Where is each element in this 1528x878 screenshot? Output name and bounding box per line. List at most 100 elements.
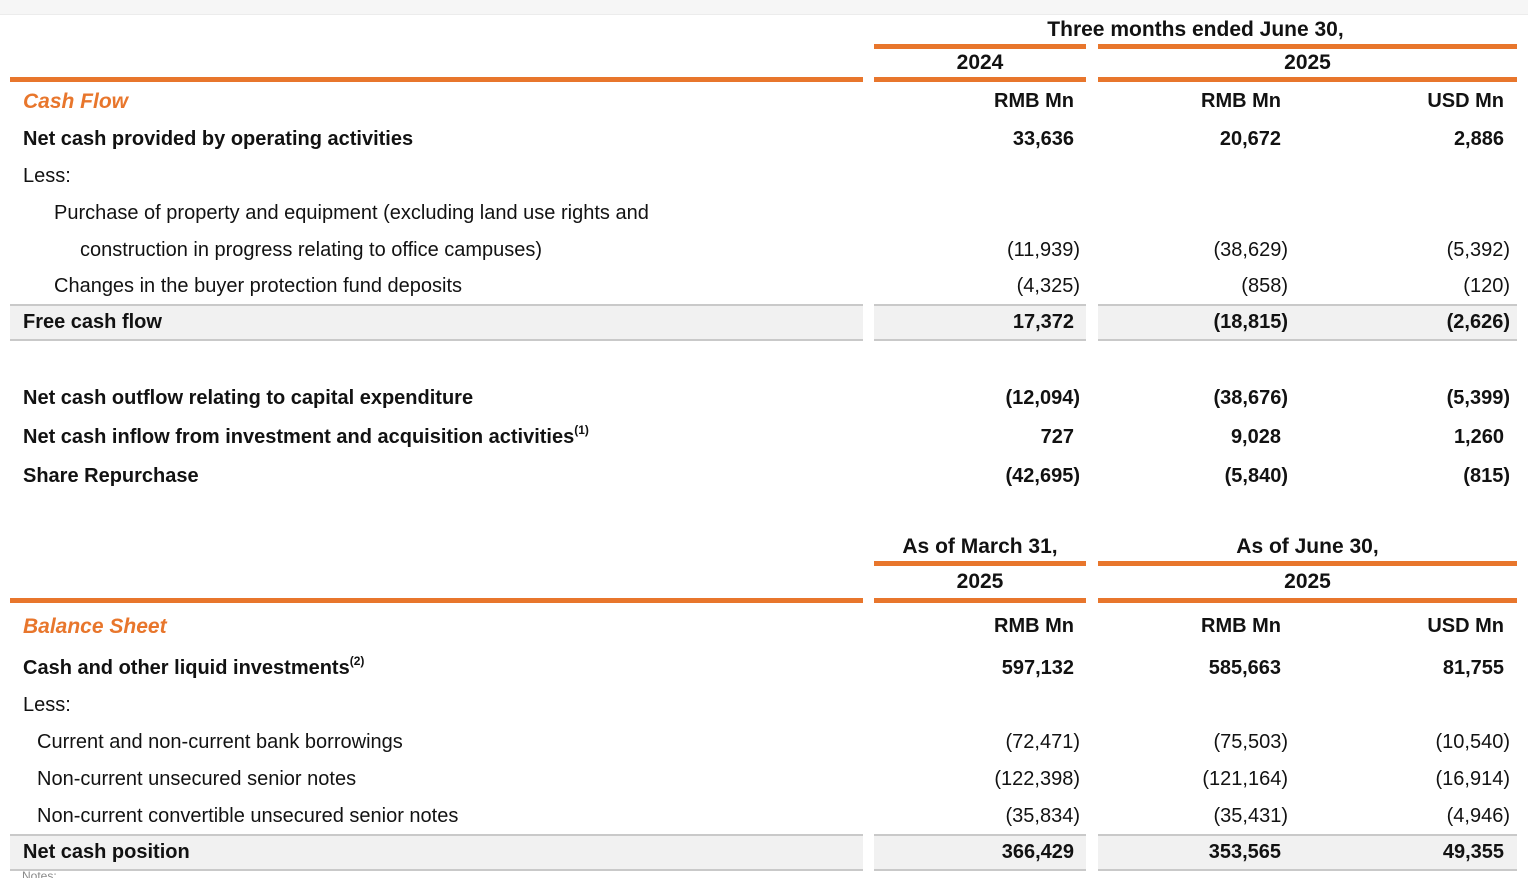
orange-rule-segment <box>1098 598 1517 603</box>
row-label: Less: <box>23 694 71 716</box>
row-net-cash-operating: Net cash provided by operating activitie… <box>10 121 1528 158</box>
value-2025-usd: (5,399) <box>1446 387 1510 409</box>
row-purchase-ppe-line1: Purchase of property and equipment (excl… <box>10 195 1528 232</box>
period-header-title: Three months ended June 30, <box>1047 18 1344 41</box>
row-label: Free cash flow <box>10 304 863 341</box>
row-label: Share Repurchase <box>23 465 199 487</box>
top-gray-band <box>0 0 1528 15</box>
value-march: 597,132 <box>1001 657 1074 679</box>
orange-rule-segment <box>10 77 863 82</box>
value-2024: (11,939) <box>1006 239 1080 261</box>
value-march: (35,834) <box>1005 805 1081 827</box>
as-of-june-year: 2025 <box>1284 570 1331 593</box>
value-2025-rmb: (38,629) <box>1213 239 1289 261</box>
value-june-rmb: (35,431) <box>1213 805 1289 827</box>
row-label: Current and non-current bank borrowings <box>37 731 403 753</box>
row-label: Cash and other liquid investments(2) <box>10 650 863 687</box>
orange-rule-segment <box>1098 561 1517 566</box>
value-2025-rmb: (18,815) <box>1098 304 1288 341</box>
row-investment-inflow: Net cash inflow from investment and acqu… <box>10 417 1528 458</box>
orange-rule-segment <box>874 44 1086 49</box>
value-2025-rmb: (38,676) <box>1213 387 1289 409</box>
row-label: construction in progress relating to off… <box>80 239 543 261</box>
value-june-usd: 81,755 <box>1442 657 1504 679</box>
cash-flow-section-title: Cash Flow <box>23 90 129 113</box>
value-june-rmb: (75,503) <box>1213 731 1289 753</box>
value-2025-usd: (815) <box>1463 465 1510 487</box>
value-2025-rmb: (858) <box>1241 275 1288 297</box>
row-label: Non-current unsecured senior notes <box>37 768 357 790</box>
value-2025-rmb: 20,672 <box>1219 128 1281 150</box>
year-2025-header: 2025 <box>1284 51 1331 74</box>
value-june-usd: (10,540) <box>1435 731 1511 753</box>
value-2024: 17,372 <box>874 304 1086 341</box>
row-buyer-protection-fund: Changes in the buyer protection fund dep… <box>10 269 1528 304</box>
value-june-usd: (4,946) <box>1446 805 1510 827</box>
row-label: Net cash provided by operating activitie… <box>23 128 414 150</box>
row-label: Net cash inflow from investment and acqu… <box>10 417 863 458</box>
unit-header-march-rmb: RMB Mn <box>994 615 1074 637</box>
value-march: 366,429 <box>874 834 1086 871</box>
row-net-cash-position: Net cash position 366,429 353,565 49,355 <box>10 834 1528 871</box>
row-share-repurchase: Share Repurchase (42,695) (5,840) (815) <box>10 458 1528 495</box>
spacer <box>0 341 1528 380</box>
row-label: Changes in the buyer protection fund dep… <box>54 275 463 297</box>
value-2024: 727 <box>1040 426 1074 448</box>
row-label-text: Cash and other liquid investments <box>23 657 350 679</box>
value-june-rmb: 353,565 <box>1098 834 1288 871</box>
unit-header-june-rmb: RMB Mn <box>1201 615 1281 637</box>
row-label-text: Net cash inflow from investment and acqu… <box>23 426 575 448</box>
value-2025-usd: (120) <box>1463 275 1510 297</box>
orange-rule-segment <box>1098 44 1517 49</box>
value-june-usd: 49,355 <box>1288 834 1517 871</box>
value-2025-rmb: (5,840) <box>1224 465 1288 487</box>
row-convertible-senior-notes: Non-current convertible unsecured senior… <box>10 798 1528 834</box>
row-cash-liquid-investments: Cash and other liquid investments(2) 597… <box>10 650 1528 687</box>
value-2025-usd: (2,626) <box>1288 304 1517 341</box>
year-header-row: 2024 2025 <box>874 49 1528 77</box>
as-of-year-row: 2025 2025 <box>874 566 1528 598</box>
table-stack: Three months ended June 30, 2024 2025 Ca… <box>0 15 1528 871</box>
as-of-march-header: As of March 31, <box>902 535 1058 558</box>
value-2025-usd: 2,886 <box>1453 128 1504 150</box>
row-label: Net cash outflow relating to capital exp… <box>23 387 474 409</box>
notes-label: Notes: <box>22 869 57 878</box>
row-less-cash-flow: Less: <box>10 158 1528 195</box>
row-capex-outflow: Net cash outflow relating to capital exp… <box>10 380 1528 417</box>
orange-rule-segment <box>874 77 1086 82</box>
footnote-marker-1: (1) <box>574 423 589 438</box>
value-march: (72,471) <box>1005 731 1081 753</box>
orange-rule-segment <box>10 598 863 603</box>
row-purchase-ppe-line2: construction in progress relating to off… <box>10 232 1528 269</box>
value-2025-usd: (5,392) <box>1446 239 1510 261</box>
row-less-balance-sheet: Less: <box>10 687 1528 724</box>
value-2025-rmb: 9,028 <box>1230 426 1281 448</box>
row-label: Purchase of property and equipment (excl… <box>54 202 649 224</box>
orange-rule-under-years <box>10 77 1528 82</box>
value-2024: (42,695) <box>1005 465 1081 487</box>
value-june-rmb: (121,164) <box>1202 768 1288 790</box>
row-bank-borrowings: Current and non-current bank borrowings … <box>10 724 1528 761</box>
row-free-cash-flow: Free cash flow 17,372 (18,815) (2,626) <box>10 304 1528 341</box>
row-label: Non-current convertible unsecured senior… <box>37 805 459 827</box>
value-june-usd: (16,914) <box>1435 768 1511 790</box>
as-of-header-row: As of March 31, As of June 30, <box>874 532 1528 561</box>
row-label: Net cash position <box>10 834 863 871</box>
cash-flow-units-row: Cash Flow RMB Mn RMB Mn USD Mn <box>10 82 1528 121</box>
unit-header-2025-rmb: RMB Mn <box>1201 90 1281 112</box>
value-march: (122,398) <box>994 768 1080 790</box>
orange-rule-segment <box>874 598 1086 603</box>
as-of-june-header: As of June 30, <box>1236 535 1379 558</box>
unit-header-2025-usd: USD Mn <box>1427 90 1504 112</box>
value-june-rmb: 585,663 <box>1208 657 1281 679</box>
orange-rule-under-asof <box>0 561 1528 566</box>
unit-header-june-usd: USD Mn <box>1427 615 1504 637</box>
row-unsecured-senior-notes: Non-current unsecured senior notes (122,… <box>10 761 1528 798</box>
unit-header-2024-rmb: RMB Mn <box>994 90 1074 112</box>
spacer <box>0 495 1528 532</box>
value-2024: (4,325) <box>1016 275 1080 297</box>
value-2024: 33,636 <box>1012 128 1074 150</box>
value-2024: (12,094) <box>1005 387 1081 409</box>
value-2025-usd: 1,260 <box>1453 426 1504 448</box>
